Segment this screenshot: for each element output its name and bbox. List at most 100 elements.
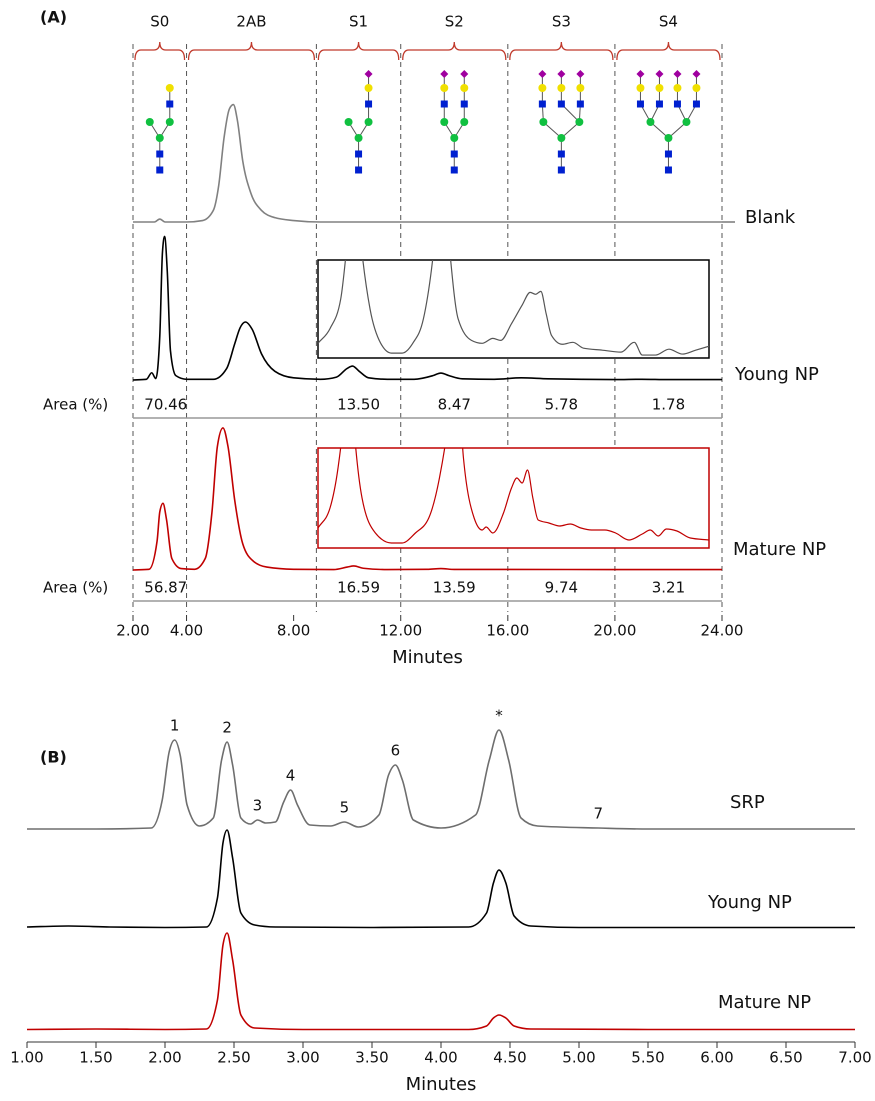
x-tick-label: 3.50 — [355, 1049, 388, 1067]
x-tick-label: 1.50 — [79, 1049, 112, 1067]
panel-label: (B) — [40, 748, 67, 767]
hexose — [692, 84, 701, 92]
series-label: SRP — [730, 792, 765, 813]
area-value: 13.59 — [433, 579, 476, 597]
glcnac — [557, 166, 565, 174]
trace — [132, 427, 722, 571]
x-tick-label: 5.50 — [631, 1049, 664, 1067]
region-label: S3 — [552, 13, 571, 31]
hexose — [655, 84, 664, 92]
hexose — [145, 118, 154, 126]
trace — [133, 103, 722, 223]
area-value: 70.46 — [144, 396, 187, 414]
peak-label: 2 — [222, 719, 232, 737]
peak-label: * — [495, 707, 503, 725]
hexose — [364, 118, 373, 126]
peak-label: 4 — [286, 767, 296, 785]
glcnac — [664, 150, 672, 158]
area-value: 9.74 — [545, 579, 578, 597]
glcnac — [156, 166, 164, 174]
area-value: 56.87 — [144, 579, 187, 597]
hexose — [354, 134, 363, 142]
hexose — [155, 134, 164, 142]
hexose — [664, 134, 673, 142]
glycan-icon — [440, 70, 469, 174]
series-label: Blank — [745, 207, 796, 228]
glcnac — [557, 150, 565, 158]
region-brace — [134, 41, 186, 61]
series-label: Mature NP — [733, 539, 826, 560]
x-tick-label: 6.00 — [700, 1049, 733, 1067]
area-label: Area (%) — [43, 396, 108, 414]
hexose — [576, 84, 585, 92]
glcnac — [673, 100, 681, 108]
glcnac — [655, 100, 663, 108]
trace — [26, 829, 855, 929]
glcnac — [365, 100, 373, 108]
hexose — [673, 84, 682, 92]
peak-label: 3 — [253, 797, 263, 815]
region-label: S2 — [445, 13, 464, 31]
x-tick-label: 5.00 — [562, 1049, 595, 1067]
region-label: S1 — [349, 13, 368, 31]
inset-box — [317, 447, 710, 549]
glycan-bond — [561, 121, 580, 139]
glycan-bond — [650, 121, 669, 139]
panel-label: (A) — [40, 8, 67, 27]
series-label: Young NP — [734, 364, 819, 385]
hexose — [450, 134, 459, 142]
hexose — [646, 118, 655, 126]
sialic-acid — [538, 70, 547, 78]
hexose — [636, 84, 645, 92]
area-label: Area (%) — [43, 579, 108, 597]
x-tick-label: 20.00 — [593, 622, 636, 640]
x-tick-label: 7.00 — [838, 1049, 871, 1067]
hexose — [460, 118, 469, 126]
glcnac — [355, 150, 363, 158]
hexose — [557, 84, 566, 92]
area-value: 5.78 — [545, 396, 578, 414]
glcnac — [450, 150, 458, 158]
hexose — [538, 84, 547, 92]
x-tick-label: 2.00 — [116, 622, 149, 640]
hexose — [460, 84, 469, 92]
glcnac — [450, 166, 458, 174]
glcnac — [576, 100, 584, 108]
sialic-acid — [673, 70, 682, 78]
sialic-acid — [692, 70, 701, 78]
peak-label: 1 — [170, 717, 180, 735]
glycan-icon — [636, 70, 701, 174]
area-value: 3.21 — [652, 579, 685, 597]
x-tick-label: 12.00 — [379, 622, 422, 640]
sialic-acid — [655, 70, 664, 78]
peak-label: 6 — [391, 742, 401, 760]
area-value: 16.59 — [337, 579, 380, 597]
sialic-acid — [364, 70, 373, 78]
region-brace — [317, 41, 400, 61]
glycan-icon — [538, 70, 585, 174]
area-value: 8.47 — [438, 396, 471, 414]
x-tick-label: 4.50 — [493, 1049, 526, 1067]
hexose — [557, 134, 566, 142]
glycan-icon — [145, 84, 174, 174]
x-tick-label: 16.00 — [486, 622, 529, 640]
trace — [132, 235, 722, 381]
peak-label: 7 — [594, 805, 604, 823]
glcnac — [156, 150, 164, 158]
sialic-acid — [440, 70, 449, 78]
x-tick-label: 3.00 — [286, 1049, 319, 1067]
peak-label: 5 — [340, 799, 350, 817]
sialic-acid — [557, 70, 566, 78]
trace — [26, 932, 855, 1031]
x-tick-label: 8.00 — [277, 622, 310, 640]
glcnac — [355, 166, 363, 174]
x-tick-label: 2.00 — [148, 1049, 181, 1067]
region-label: 2AB — [236, 13, 266, 31]
hexose — [539, 118, 548, 126]
sialic-acid — [460, 70, 469, 78]
glcnac — [636, 100, 644, 108]
inset-box — [317, 259, 710, 359]
glcnac — [538, 100, 546, 108]
